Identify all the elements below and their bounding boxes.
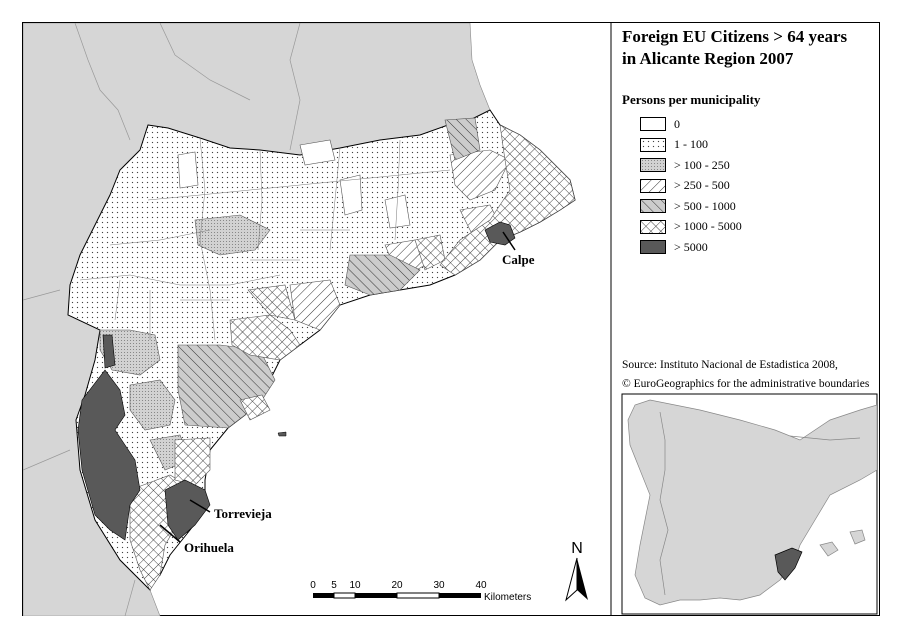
legend-item: > 100 - 250 [640, 155, 742, 176]
municipality-zero [299, 139, 336, 166]
surrounding-boundary [23, 23, 301, 616]
legend-label: > 500 - 1000 [674, 198, 736, 213]
municipality-over-5000 [102, 334, 116, 369]
municipality-1000-5000 [239, 394, 271, 421]
legend-item: > 500 - 1000 [640, 196, 742, 217]
map-title-line2: in Alicante Region 2007 [622, 49, 794, 68]
municipality-100-250 [129, 379, 176, 431]
legend-swatch [640, 158, 666, 173]
legend-swatch [640, 199, 666, 214]
label-calpe: Calpe [502, 252, 535, 267]
municipality-boundaries [79, 137, 451, 341]
municipality-zero [177, 151, 199, 189]
scale-tick: 20 [391, 580, 403, 591]
map-title-line1: Foreign EU Citizens > 64 years [622, 27, 848, 46]
orihuela-leader [159, 524, 181, 543]
legend-swatch [640, 137, 666, 152]
legend-label: 0 [674, 116, 680, 131]
north-arrow: N [565, 540, 588, 602]
north-label: N [571, 540, 583, 557]
alicante-highlight [774, 547, 803, 581]
municipality-1000-5000 [174, 437, 211, 486]
municipality-over-5000 [164, 479, 211, 541]
municipality-500-1000 [444, 117, 481, 161]
label-torrevieja: Torrevieja [214, 506, 272, 521]
legend: 0 1 - 100 > 100 - 250 > 250 - 500 > 500 … [640, 114, 742, 258]
map-title: Foreign EU Citizens > 64 years in Alican… [622, 26, 872, 70]
legend-item: > 5000 [640, 237, 742, 258]
label-orihuela: Orihuela [184, 540, 234, 555]
scale-tick: 5 [331, 580, 337, 591]
legend-label: > 1000 - 5000 [674, 219, 742, 234]
legend-item: 1 - 100 [640, 135, 742, 156]
calpe-leader [502, 231, 516, 251]
scale-tick: 30 [433, 580, 445, 591]
legend-label: > 100 - 250 [674, 157, 730, 172]
source-note: Source: Instituto Nacional de Estadistic… [622, 356, 869, 394]
legend-title: Persons per municipality [622, 92, 761, 107]
legend-swatch [640, 240, 666, 255]
legend-item: > 250 - 500 [640, 176, 742, 197]
legend-label: > 250 - 500 [674, 178, 730, 193]
legend-swatch [640, 178, 666, 193]
municipality-250-500 [289, 279, 341, 331]
municipality-250-500 [449, 149, 511, 201]
legend-swatch [640, 219, 666, 234]
municipality-500-1000 [177, 344, 276, 429]
scale-tick: 0 [310, 580, 316, 591]
municipality-1000-5000 [229, 314, 301, 361]
source-line2: © EuroGeographics for the administrative… [622, 378, 870, 390]
municipality-1000-5000 [247, 284, 296, 321]
iberian-peninsula [627, 399, 877, 606]
scale-tick: 10 [349, 580, 361, 591]
municipality-500-1000 [344, 254, 421, 296]
legend-item: 0 [640, 114, 742, 135]
scale-bar: 0 5 10 20 30 40 Kilometers [310, 580, 531, 603]
municipality-1000-5000 [414, 234, 446, 271]
inset-map [627, 399, 877, 606]
legend-swatch [640, 117, 666, 132]
island [277, 431, 287, 437]
legend-item: > 1000 - 5000 [640, 217, 742, 238]
torrevieja-leader [189, 499, 211, 513]
source-line1: Source: Instituto Nacional de Estadistic… [622, 359, 838, 371]
france-border [789, 435, 861, 441]
portugal-border [659, 411, 669, 596]
municipality-zero [384, 194, 411, 229]
municipality-zero [339, 174, 363, 216]
legend-label: > 5000 [674, 239, 708, 254]
scale-tick: 40 [475, 580, 487, 591]
legend-label: 1 - 100 [674, 137, 708, 152]
balearic-islands [819, 529, 866, 557]
scale-unit: Kilometers [484, 592, 531, 603]
municipality-100-250 [194, 214, 271, 256]
municipality-over-5000 [77, 369, 141, 541]
